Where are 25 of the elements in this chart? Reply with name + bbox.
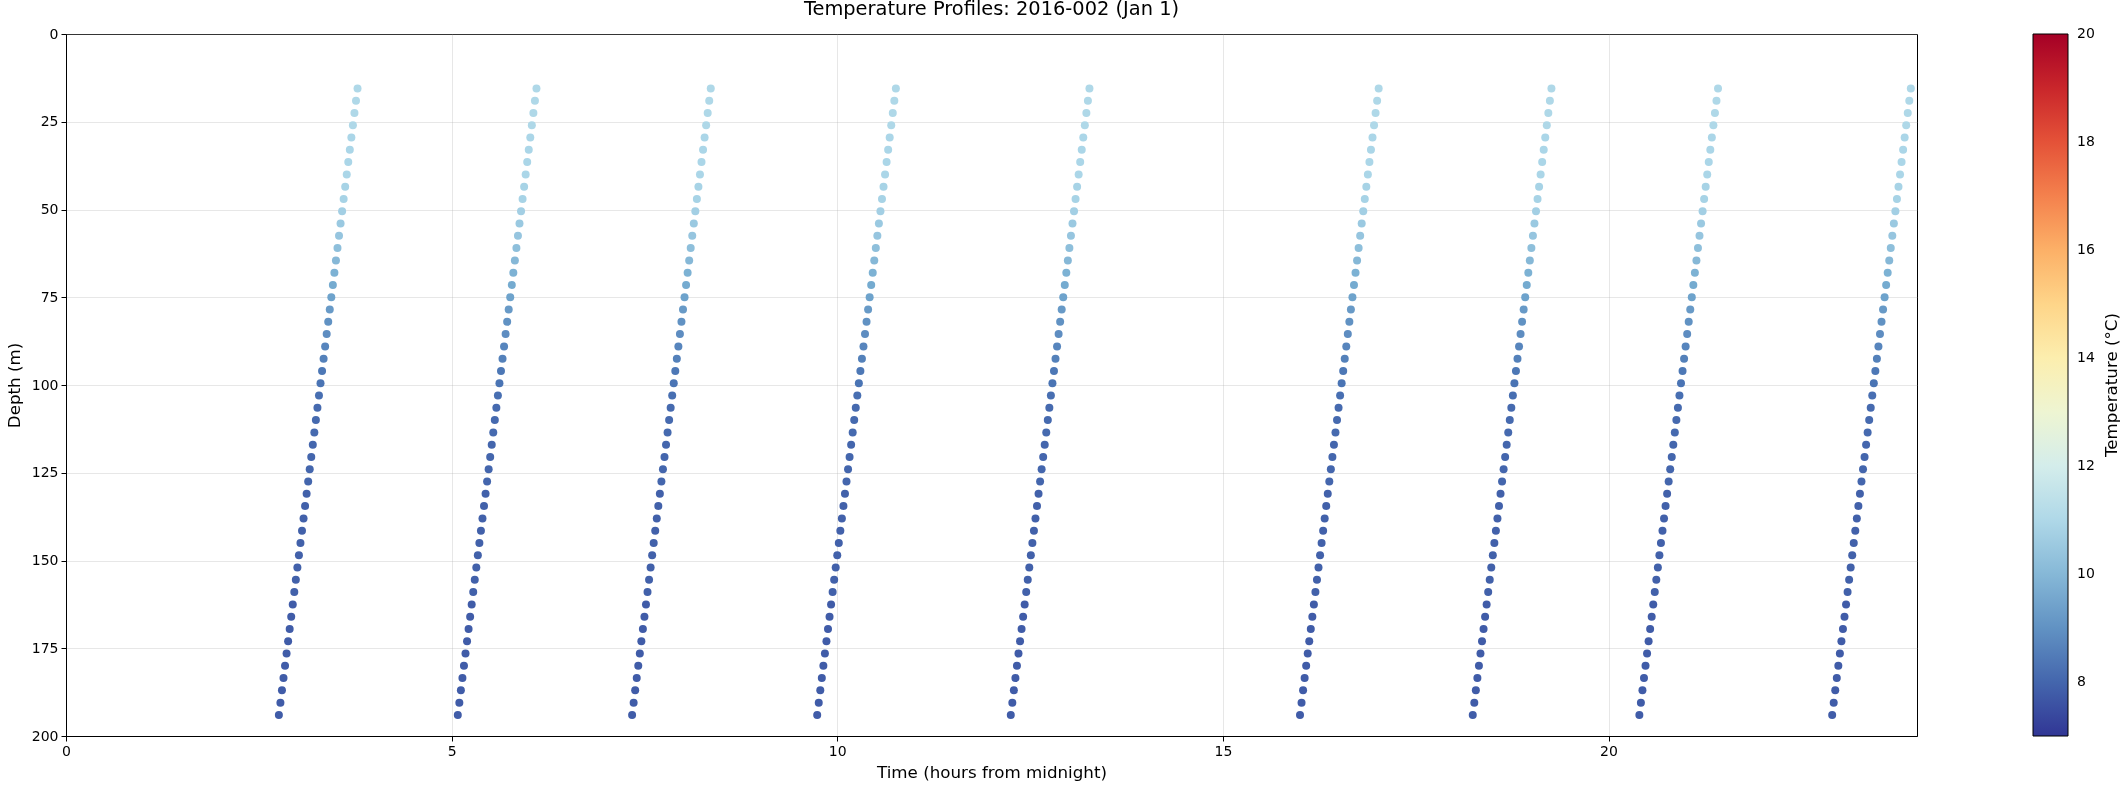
color-bar-label: 10 <box>2077 565 2095 581</box>
y-tick-label: 200 <box>31 727 59 744</box>
y-tick-label: 50 <box>40 201 59 217</box>
y-tick-label: 150 <box>31 552 59 568</box>
chart-title: Temperature Profiles: 2016-002 (Jan 1) <box>802 0 1180 20</box>
x-tick-label: 0 <box>62 742 71 759</box>
y-tick-label: 25 <box>40 113 59 130</box>
x-tick-label: 5 <box>447 742 457 759</box>
y-tick-label: 75 <box>40 288 59 305</box>
color-bar-label: 12 <box>2077 457 2095 473</box>
y-axis-title: Depth (m) <box>3 342 24 429</box>
color-bar-label: 20 <box>2077 25 2095 41</box>
color-bar-label: 18 <box>2077 133 2095 149</box>
y-tick-label: 100 <box>31 376 59 393</box>
x-tick-label: 10 <box>828 742 847 759</box>
y-tick-label: 0 <box>49 25 59 42</box>
y-tick-label: 125 <box>31 464 59 481</box>
color-bar-label: 16 <box>2077 241 2095 257</box>
y-tick-label: 175 <box>31 639 59 656</box>
x-tick-label: 15 <box>1214 742 1233 759</box>
x-tick-label: 20 <box>1600 742 1618 759</box>
x-axis-title: Time (hours from midnight) <box>876 761 1107 782</box>
color-bar-label: 14 <box>2077 349 2095 365</box>
color-bar-label: 8 <box>2077 673 2086 689</box>
color-bar-title: Temperature (°C) <box>2101 312 2121 459</box>
